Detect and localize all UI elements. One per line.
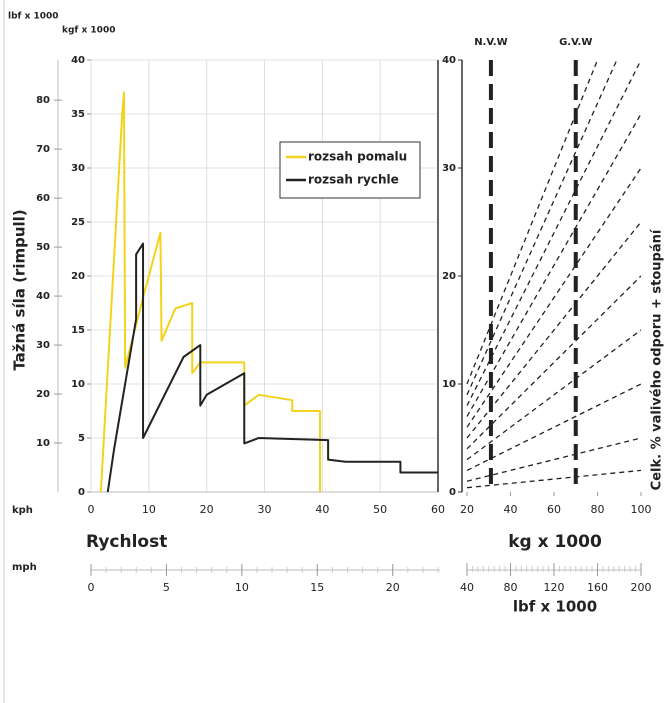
- x2-tick-label: 120: [544, 581, 565, 594]
- y-tick-label: 40: [71, 55, 85, 66]
- x-tick-label: 30: [258, 503, 272, 516]
- y-unit: kgf x 1000: [62, 26, 115, 36]
- legend-label: rozsah pomalu: [308, 150, 407, 164]
- x2-tick-label: 80: [504, 581, 518, 594]
- series-line: [106, 242, 438, 493]
- legend-label: rozsah rychle: [308, 173, 399, 187]
- y2-unit: lbf x 1000: [8, 12, 59, 22]
- x2-tick-label: 160: [587, 581, 608, 594]
- y-tick-label: 15: [71, 325, 85, 336]
- y2-tick-label: 60: [36, 193, 50, 204]
- x-tick-label: 0: [88, 503, 95, 516]
- plot-area: [466, 60, 641, 489]
- marker-label: N.V.W: [474, 37, 507, 48]
- series-line: [466, 329, 641, 461]
- series-line: [466, 60, 618, 396]
- y-tick-label: 10: [71, 379, 85, 390]
- x2-tick-label: 200: [631, 581, 652, 594]
- y-tick-label: 25: [71, 217, 85, 228]
- y-tick-label: 40: [442, 55, 456, 66]
- x-tick-label: 40: [504, 503, 518, 516]
- series-line: [466, 113, 641, 417]
- y2-tick-label: 70: [36, 144, 50, 155]
- series-line: [466, 167, 641, 428]
- x-tick-label: 100: [631, 503, 652, 516]
- x2-tick-label: 15: [310, 581, 324, 594]
- x2-tick-label: 5: [163, 581, 170, 594]
- x-tick-label: 60: [431, 503, 445, 516]
- x-tick-label: 20: [200, 503, 214, 516]
- series-line: [466, 60, 641, 406]
- x-tick-label: 80: [591, 503, 605, 516]
- series-line: [466, 275, 641, 450]
- x-tick-label: 50: [373, 503, 387, 516]
- series-line: [466, 383, 641, 471]
- y2-tick-label: 30: [36, 340, 50, 351]
- y-tick-label: 20: [442, 271, 456, 282]
- x-tick-label: 60: [547, 503, 561, 516]
- y-tick-label: 0: [78, 487, 85, 498]
- y2-tick-label: 50: [36, 242, 50, 253]
- x2-tick-label: 20: [386, 581, 400, 594]
- x-tick-label: 20: [460, 503, 474, 516]
- series-line: [466, 60, 599, 385]
- x2-axis-title: lbf x 1000: [513, 598, 597, 616]
- x-tick-label: 10: [142, 503, 156, 516]
- x2-unit: mph: [12, 562, 37, 573]
- legend-box: [279, 141, 421, 199]
- y-tick-label: 20: [71, 271, 85, 282]
- y2-tick-label: 10: [36, 438, 50, 449]
- series-line: [99, 91, 322, 493]
- y-tick-label: 35: [71, 109, 85, 120]
- y2-tick-label: 20: [36, 389, 50, 400]
- series-line: [466, 221, 641, 439]
- x2-tick-label: 0: [88, 581, 95, 594]
- x2-tick-label: 40: [460, 581, 474, 594]
- series-line: [466, 437, 641, 482]
- y-tick-label: 5: [78, 433, 85, 444]
- x-axis-title: Rychlost: [86, 532, 167, 552]
- x-unit: kph: [12, 505, 33, 516]
- y-tick-label: 30: [71, 163, 85, 174]
- x2-tick-label: 10: [235, 581, 249, 594]
- series-line: [466, 469, 641, 489]
- y2-tick-label: 80: [36, 95, 50, 106]
- y-axis-title: Celk. % valivého odporu + stoupání: [650, 228, 665, 490]
- y2-tick-label: 40: [36, 291, 50, 302]
- y-tick-label: 0: [449, 487, 456, 498]
- x-tick-label: 40: [315, 503, 329, 516]
- x-axis-title: kg x 1000: [508, 532, 602, 552]
- y-tick-label: 30: [442, 163, 456, 174]
- y-tick-label: 10: [442, 379, 456, 390]
- y-axis-title: Tažná síla (rimpull): [11, 209, 29, 370]
- marker-label: G.V.W: [559, 37, 592, 48]
